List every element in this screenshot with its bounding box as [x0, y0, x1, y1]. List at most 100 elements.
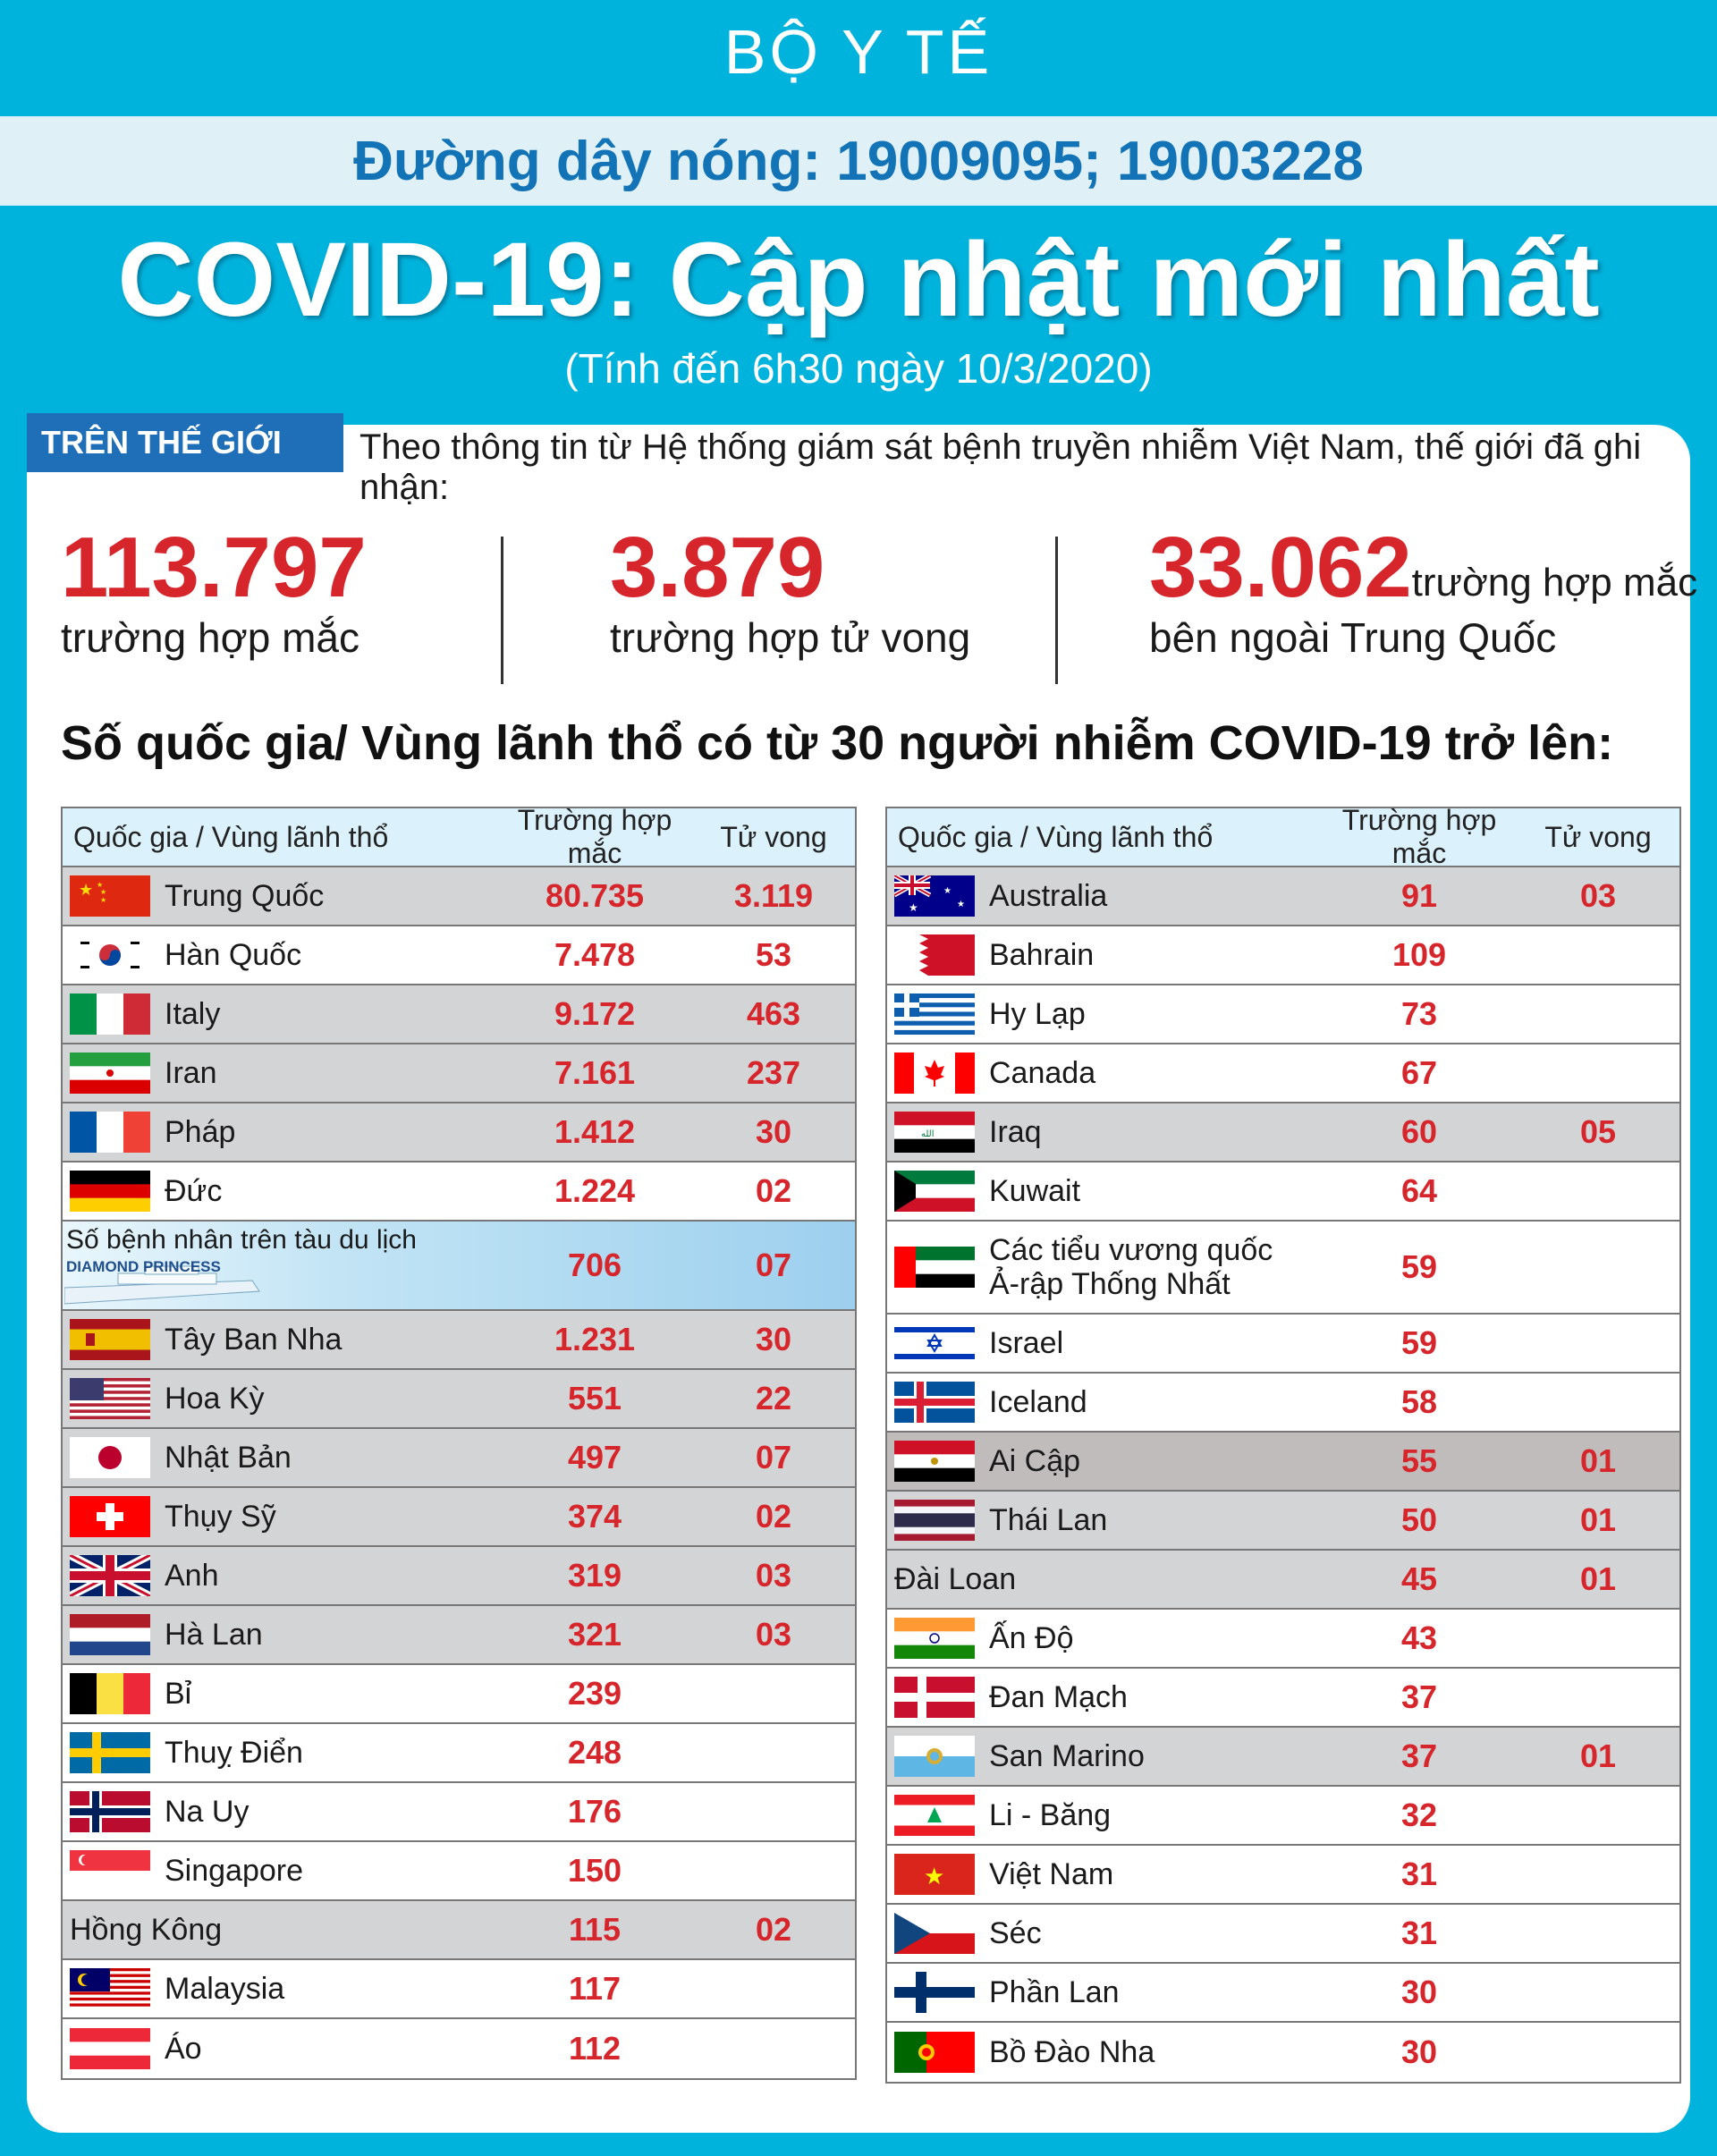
- country-name: Iceland: [989, 1384, 1087, 1419]
- table-row: Pháp 1.412 30: [63, 1103, 855, 1163]
- country-cell: Kuwait: [887, 1171, 1316, 1212]
- table-row: Italy 9.172 463: [63, 985, 855, 1044]
- cases-cell: 64: [1400, 1172, 1438, 1209]
- country-name: Na Uy: [165, 1794, 250, 1829]
- country-name: Đức: [165, 1173, 223, 1208]
- stat-total-deaths: 3.879 trường hợp tử vong: [610, 523, 970, 663]
- country-cell: Đan Mạch: [887, 1677, 1316, 1718]
- table-row: Bahrain 109: [887, 926, 1679, 985]
- country-cell: Tây Ban Nha: [63, 1319, 492, 1360]
- cases-cell: 32: [1400, 1797, 1438, 1833]
- country-name: Hàn Quốc: [165, 937, 302, 972]
- cases-cell: 73: [1400, 995, 1438, 1032]
- portugal-flag: [894, 2032, 975, 2073]
- country-cell: Bahrain: [887, 934, 1316, 976]
- usa-flag: [70, 1378, 150, 1419]
- cases-cell: 45: [1400, 1560, 1438, 1597]
- cases-cell: 58: [1400, 1383, 1438, 1420]
- cases-cell: 117: [568, 1970, 622, 2007]
- table-row: Bỉ 239: [63, 1665, 855, 1724]
- country-name: Australia: [989, 878, 1108, 913]
- country-name: Kuwait: [989, 1173, 1081, 1208]
- svg-text:★: ★: [100, 888, 106, 896]
- china-flag: ★ ★ ★ ★: [70, 875, 150, 917]
- austria-flag: [70, 2028, 150, 2069]
- country-name: Séc: [989, 1915, 1042, 1950]
- czech-flag: [894, 1913, 975, 1954]
- deaths-cell: 02: [755, 1172, 792, 1209]
- country-name: Hoa Kỳ: [165, 1381, 265, 1416]
- country-name: Thụy Sỹ: [165, 1499, 276, 1534]
- cases-cell: 1.412: [554, 1113, 636, 1150]
- table-row: Thái Lan 50 01: [887, 1492, 1679, 1551]
- deaths-cell: 3.119: [733, 877, 814, 914]
- table-row: San Marino 37 01: [887, 1728, 1679, 1787]
- country-name: Thuỵ Điển: [165, 1735, 303, 1770]
- table-row: Số bệnh nhân trên tàu du lịch DIAMOND PRI…: [63, 1222, 855, 1311]
- cases-cell: 150: [567, 1852, 622, 1889]
- country-cell: Đài Loan: [887, 1562, 1316, 1597]
- denmark-flag: [894, 1677, 975, 1718]
- table-row: Iran 7.161 237: [63, 1044, 855, 1103]
- country-cell: Ấn Độ: [887, 1618, 1316, 1659]
- cases-cell: 7.478: [554, 936, 636, 973]
- country-name: Italy: [165, 996, 221, 1031]
- france-flag: [70, 1112, 150, 1153]
- country-cell: Áo: [63, 2028, 492, 2069]
- country-cell: Nhật Bản: [63, 1437, 492, 1478]
- country-cell: ★ Việt Nam: [887, 1854, 1316, 1895]
- italy-flag: [70, 993, 150, 1035]
- country-cell: Pháp: [63, 1112, 492, 1153]
- country-name: Singapore: [165, 1853, 304, 1888]
- country-name-line2: Ả-rập Thống Nhất: [989, 1267, 1231, 1301]
- deaths-cell: 30: [755, 1321, 792, 1357]
- stat-outside-china-label-inline: trường hợp mắc: [1411, 561, 1698, 605]
- deaths-cell: 02: [755, 1498, 792, 1535]
- country-cell: Các tiểu vương quốc Ả-rập Thống Nhất: [887, 1233, 1316, 1301]
- svg-text:★: ★: [97, 881, 103, 889]
- svg-text:★: ★: [79, 881, 93, 899]
- country-name: Trung Quốc: [165, 878, 325, 913]
- cases-cell: 37: [1400, 1737, 1438, 1774]
- header-country: Quốc gia / Vùng lãnh thổ: [73, 820, 389, 853]
- country-name: Iraq: [989, 1114, 1042, 1149]
- cases-cell: 374: [567, 1498, 622, 1535]
- deaths-cell: 03: [755, 1557, 792, 1594]
- belgium-flag: [70, 1673, 150, 1714]
- cases-cell: 497: [567, 1439, 622, 1475]
- table-row: Anh 319 03: [63, 1547, 855, 1606]
- country-name-line1: Các tiểu vương quốc: [989, 1233, 1273, 1267]
- cases-cell: 239: [567, 1675, 622, 1712]
- stat-divider: [1055, 537, 1058, 684]
- uae-flag: [894, 1247, 975, 1288]
- singapore-flag: [70, 1850, 150, 1891]
- iraq-flag: الله: [894, 1112, 975, 1153]
- svg-text:★: ★: [909, 901, 918, 914]
- table-row: Malaysia 117: [63, 1960, 855, 2019]
- svg-text:الله: الله: [921, 1129, 935, 1139]
- header-deaths: Tử vong: [1544, 820, 1652, 853]
- country-cell: ★ ★ ★ ★ Trung Quốc: [63, 875, 492, 917]
- deaths-cell: 07: [755, 1439, 792, 1475]
- country-name: Đài Loan: [894, 1561, 1017, 1596]
- country-cell: Ai Cập: [887, 1441, 1316, 1482]
- egypt-flag: [894, 1441, 975, 1482]
- cases-cell: 551: [567, 1380, 622, 1416]
- country-cell: Bồ Đào Nha: [887, 2032, 1316, 2073]
- cases-cell: 31: [1400, 1856, 1438, 1892]
- table-header: Quốc gia / Vùng lãnh thổ Trường hợp mắc …: [887, 804, 1679, 869]
- south-korea-flag: [70, 934, 150, 976]
- malaysia-flag: [70, 1968, 150, 2009]
- canada-flag: [894, 1053, 975, 1094]
- deaths-cell: 22: [755, 1380, 792, 1416]
- greece-flag: [894, 993, 975, 1035]
- country-cell: ★ ★ ★ Australia: [887, 875, 1316, 917]
- country-name: San Marino: [989, 1738, 1145, 1773]
- svg-text:★: ★: [924, 1863, 944, 1890]
- kuwait-flag: [894, 1171, 975, 1212]
- country-name: Pháp: [165, 1114, 236, 1149]
- country-name: Ấn Độ: [989, 1620, 1074, 1655]
- uk-flag: [70, 1555, 150, 1596]
- cases-cell: 67: [1400, 1054, 1438, 1091]
- country-cell: Thụy Sỹ: [63, 1496, 492, 1537]
